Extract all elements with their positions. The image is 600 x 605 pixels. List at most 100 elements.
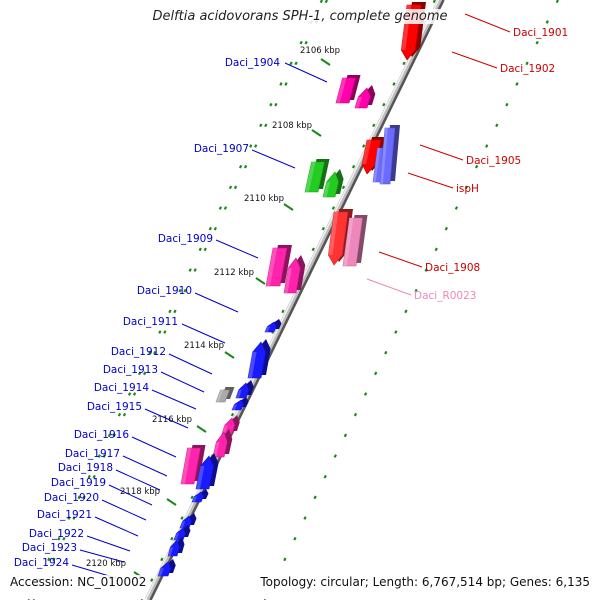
gene-block-daci_1918[interactable] <box>191 489 209 503</box>
tick-dot-outer-right <box>333 454 337 458</box>
gene-block-highlight <box>266 248 278 286</box>
kbp-tick-label: 2112 kbp <box>214 268 254 278</box>
gene-label-daci_1922[interactable]: Daci_1922 <box>29 528 84 540</box>
tick-dot-outer-left-b <box>274 102 278 107</box>
tick-dot-outer-right <box>505 102 509 107</box>
gene-label-daci_1908[interactable]: Daci_1908 <box>425 262 480 274</box>
tick-dot-outer-right <box>283 557 287 562</box>
gene-block-daci_1924[interactable] <box>157 559 176 577</box>
gene-block-daci_1909[interactable] <box>265 245 292 287</box>
leader-line <box>464 13 511 33</box>
tick-dot-outer-right <box>515 82 519 86</box>
gene-block-daci_r0023[interactable] <box>342 215 368 267</box>
gene-block-isph[interactable] <box>379 125 400 185</box>
gene-label-daci_1912[interactable]: Daci_1912 <box>111 346 166 358</box>
tick-dot-outer-left <box>218 206 223 210</box>
gene-label-daci_r0023[interactable]: Daci_R0023 <box>414 290 476 302</box>
tick-dot-outer-left <box>97 454 101 458</box>
tick-dot-outer-left <box>107 433 112 438</box>
leader-line <box>108 484 153 506</box>
gene-block-highlight <box>362 140 372 164</box>
gene-label-daci_1904[interactable]: Daci_1904 <box>225 57 281 69</box>
tick-dot-inner <box>432 0 436 4</box>
tick-dot-inner <box>321 226 325 231</box>
gene-block-daci_1912[interactable] <box>247 339 271 379</box>
tick-dot-outer-right <box>313 495 317 500</box>
leader-line <box>160 371 205 393</box>
gene-block-daci_1913[interactable] <box>215 387 235 403</box>
kbp-tick-mark <box>320 58 331 66</box>
tick-dot-outer-left-b <box>233 185 238 190</box>
tick-dot-outer-left-b <box>173 309 177 314</box>
gene-block-daci_1904[interactable] <box>335 75 361 104</box>
gene-label-daci_1911[interactable]: Daci_1911 <box>123 316 178 328</box>
gene-block-highlight <box>380 128 388 184</box>
gene-block-daci_1917[interactable] <box>195 453 219 490</box>
gene-label-daci_1917[interactable]: Daci_1917 <box>65 448 120 460</box>
leader-line <box>451 51 498 69</box>
tick-dot-outer-left-b <box>62 536 66 541</box>
gene-block-daci_1916[interactable] <box>221 415 240 435</box>
gene-label-daci_1916[interactable]: Daci_1916 <box>74 429 130 441</box>
gene-block-daci_1923[interactable] <box>167 537 185 557</box>
gene-block-daci_1915[interactable] <box>231 397 249 411</box>
leader-line <box>181 323 226 344</box>
gene-block-daci_1916[interactable] <box>212 429 233 458</box>
tick-dot-outer-left-b <box>92 474 96 479</box>
leader-line <box>284 62 328 83</box>
tick-dot-outer-right <box>555 0 559 4</box>
tick-dot-outer-left-b <box>304 40 308 45</box>
tick-dot-inner <box>281 309 285 314</box>
kbp-tick-mark <box>166 498 177 506</box>
gene-label-daci_1918[interactable]: Daci_1918 <box>58 462 113 474</box>
gene-label-daci_1909[interactable]: Daci_1909 <box>158 233 213 245</box>
gene-label-daci_1910[interactable]: Daci_1910 <box>137 285 192 297</box>
tick-dot-outer-left <box>198 247 202 252</box>
gene-block-daci_1904[interactable] <box>354 85 376 109</box>
tick-dot-outer-left <box>168 309 172 314</box>
gene-label-daci_1923[interactable]: Daci_1923 <box>22 542 77 554</box>
tick-dot-outer-left <box>299 40 303 45</box>
gene-block-daci_1909[interactable] <box>283 255 306 294</box>
tick-dot-inner <box>362 144 366 148</box>
tick-dot-outer-left-b <box>82 495 86 500</box>
tick-dot-outer-right <box>444 226 448 231</box>
gene-label-daci_1905[interactable]: Daci_1905 <box>466 155 521 167</box>
leader-line <box>86 535 131 552</box>
tick-dot-outer-left-b <box>183 288 187 293</box>
gene-label-daci_1919[interactable]: Daci_1919 <box>51 477 106 489</box>
gene-label-isph[interactable]: ispH <box>456 183 479 195</box>
leader-line <box>378 251 423 268</box>
tick-dot-inner <box>180 516 184 520</box>
gene-label-daci_1921[interactable]: Daci_1921 <box>37 509 92 521</box>
gene-label-daci_1907[interactable]: Daci_1907 <box>194 143 249 155</box>
gene-block-daci_1907[interactable] <box>304 159 330 193</box>
tick-dot-outer-left <box>47 557 51 562</box>
kbp-tick-mark <box>196 425 207 433</box>
gene-block-highlight <box>180 521 186 528</box>
gene-block-highlight <box>168 547 174 556</box>
gene-block-daci_1908[interactable] <box>328 209 353 266</box>
gene-label-daci_1914[interactable]: Daci_1914 <box>94 382 150 394</box>
tick-dot-outer-right <box>353 412 358 417</box>
gene-block-daci_1916[interactable] <box>180 445 206 485</box>
gene-label-daci_1920[interactable]: Daci_1920 <box>44 492 99 504</box>
tick-dot-outer-left-b <box>193 268 197 272</box>
gene-label-daci_1913[interactable]: Daci_1913 <box>103 364 158 376</box>
leader-line <box>419 144 464 161</box>
gene-label-daci_1902[interactable]: Daci_1902 <box>500 63 555 75</box>
gene-label-daci_1924[interactable]: Daci_1924 <box>14 557 70 569</box>
gene-block-daci_1911[interactable] <box>264 319 282 333</box>
genome-title-text: Delftia acidovorans SPH-1, complete geno… <box>149 9 451 24</box>
tick-dot-outer-left-b <box>223 206 228 210</box>
gene-label-daci_1915[interactable]: Daci_1915 <box>87 401 142 413</box>
gene-label-daci_1901[interactable]: Daci_1901 <box>513 27 568 39</box>
gene-block-daci_1922[interactable] <box>173 525 191 541</box>
gene-block-daci_1914[interactable] <box>235 380 254 399</box>
gene-block-highlight <box>216 390 224 402</box>
accession-text: Accession: NC_010002 <box>10 575 147 589</box>
gene-block-daci_1907[interactable] <box>322 169 344 198</box>
gene-block-highlight <box>248 352 257 378</box>
tick-dot-outer-left-b <box>163 330 167 334</box>
